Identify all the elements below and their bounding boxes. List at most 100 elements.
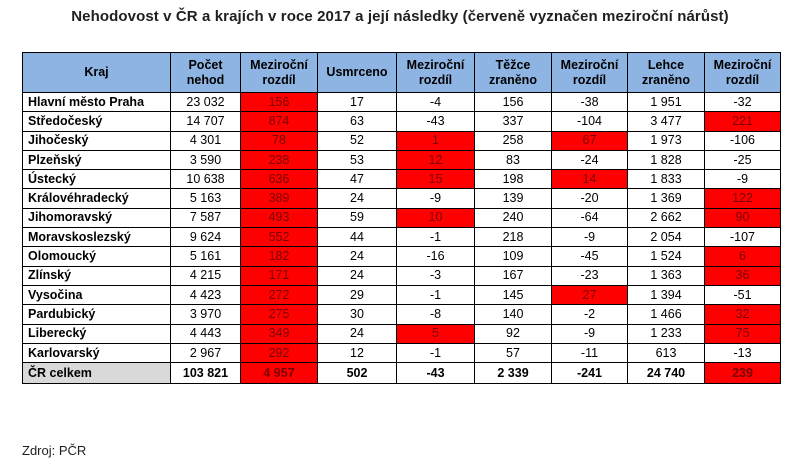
table-row: Ústecký 10 638 636 47 15 198 14 1 833 -9 [22, 169, 781, 190]
header-usmrceno: Usmrceno [317, 52, 397, 93]
value-cell: 156 [474, 91, 552, 113]
value-cell: -1 [396, 227, 475, 248]
value-cell: 337 [474, 111, 552, 132]
value-cell: 9 624 [170, 227, 241, 248]
value-cell: 4 215 [170, 265, 241, 286]
value-cell: 613 [627, 342, 705, 364]
value-cell: 493 [240, 207, 318, 229]
value-cell: -2 [551, 304, 628, 325]
value-cell: 47 [317, 169, 397, 190]
value-cell: 156 [240, 91, 318, 113]
value-cell: 23 032 [170, 91, 241, 113]
value-cell: 10 638 [170, 169, 241, 190]
value-cell: 12 [396, 149, 475, 171]
value-cell: 7 587 [170, 207, 241, 229]
table-row: Středočeský 14 707 874 63 -43 337 -104 3 477 221 [22, 111, 781, 132]
value-cell: 292 [240, 342, 318, 364]
value-cell: 12 [317, 342, 397, 364]
value-cell: -3 [396, 265, 475, 286]
value-cell: 67 [551, 130, 628, 151]
region-name-cell: Vysočina [22, 284, 171, 306]
value-cell: 1 951 [627, 91, 705, 113]
value-cell: 198 [474, 169, 552, 190]
value-cell: 14 [551, 169, 628, 190]
value-cell: 1 394 [627, 284, 705, 306]
value-cell: 3 477 [627, 111, 705, 132]
value-cell: 59 [317, 207, 397, 229]
value-cell: 5 [396, 323, 475, 344]
value-cell: 1 233 [627, 323, 705, 344]
value-cell: 218 [474, 227, 552, 248]
value-cell: -4 [396, 91, 475, 113]
value-cell: 103 821 [170, 362, 241, 385]
value-cell: -24 [551, 149, 628, 171]
header-kraj: Kraj [22, 52, 171, 93]
value-cell: 44 [317, 227, 397, 248]
value-cell: 63 [317, 111, 397, 132]
region-name-cell: Jihomoravský [22, 207, 171, 229]
value-cell: 52 [317, 130, 397, 151]
table-row: Zlínský 4 215 171 24 -3 167 -23 1 363 36 [22, 265, 781, 286]
table-row: Plzeňský 3 590 238 53 12 83 -24 1 828 -25 [22, 149, 781, 171]
table-row: Olomoucký 5 161 182 24 -16 109 -45 1 524 6 [22, 246, 781, 267]
value-cell: 27 [551, 284, 628, 306]
table-row: Jihočeský 4 301 78 52 1 258 67 1 973 -106 [22, 130, 781, 151]
region-name-cell: Jihočeský [22, 130, 171, 151]
region-name-cell: Zlínský [22, 265, 171, 286]
value-cell: 4 443 [170, 323, 241, 344]
value-cell: -9 [551, 323, 628, 344]
value-cell: -23 [551, 265, 628, 286]
value-cell: 4 301 [170, 130, 241, 151]
value-cell: 36 [704, 265, 781, 286]
value-cell: 552 [240, 227, 318, 248]
value-cell: 122 [704, 188, 781, 209]
region-name-cell: Pardubický [22, 304, 171, 325]
value-cell: 83 [474, 149, 552, 171]
value-cell: 389 [240, 188, 318, 209]
value-cell: 1 369 [627, 188, 705, 209]
region-name-cell: Ústecký [22, 169, 171, 190]
value-cell: 32 [704, 304, 781, 325]
value-cell: 17 [317, 91, 397, 113]
value-cell: 2 662 [627, 207, 705, 229]
value-cell: 258 [474, 130, 552, 151]
table-row: Jihomoravský 7 587 493 59 10 240 -64 2 662 90 [22, 207, 781, 229]
table-row: Vysočina 4 423 272 29 -1 145 27 1 394 -51 [22, 284, 781, 306]
value-cell: 1 363 [627, 265, 705, 286]
value-cell: 1 833 [627, 169, 705, 190]
value-cell: 221 [704, 111, 781, 132]
value-cell: -9 [704, 169, 781, 190]
value-cell: -8 [396, 304, 475, 325]
region-name-cell: Hlavní město Praha [22, 91, 171, 113]
value-cell: -1 [396, 342, 475, 364]
value-cell: 238 [240, 149, 318, 171]
region-name-cell: Olomoucký [22, 246, 171, 267]
value-cell: 29 [317, 284, 397, 306]
table-row: Pardubický 3 970 275 30 -8 140 -2 1 466 32 [22, 304, 781, 325]
value-cell: 24 740 [627, 362, 705, 385]
value-cell: 145 [474, 284, 552, 306]
value-cell: -51 [704, 284, 781, 306]
value-cell: 24 [317, 265, 397, 286]
value-cell: 24 [317, 188, 397, 209]
value-cell: -43 [396, 362, 475, 385]
table-body: Hlavní město Praha 23 032 156 17 -4 156 -38 1 9… [22, 91, 781, 385]
value-cell: 167 [474, 265, 552, 286]
header-tezce-zraneno: Těžce zraněno [474, 52, 552, 93]
value-cell: 171 [240, 265, 318, 286]
value-cell: -241 [551, 362, 628, 385]
value-cell: 78 [240, 130, 318, 151]
table-row: Moravskoslezský 9 624 552 44 -1 218 -9 2 054 -10… [22, 227, 781, 248]
value-cell: 239 [704, 362, 781, 385]
value-cell: 1 466 [627, 304, 705, 325]
header-mezirocni-rozdil-lehce: Meziroční rozdíl [704, 52, 781, 93]
value-cell: 5 161 [170, 246, 241, 267]
value-cell: 4 957 [240, 362, 318, 385]
value-cell: -38 [551, 91, 628, 113]
value-cell: -25 [704, 149, 781, 171]
value-cell: -32 [704, 91, 781, 113]
value-cell: 30 [317, 304, 397, 325]
value-cell: 2 967 [170, 342, 241, 364]
value-cell: 275 [240, 304, 318, 325]
value-cell: -9 [396, 188, 475, 209]
